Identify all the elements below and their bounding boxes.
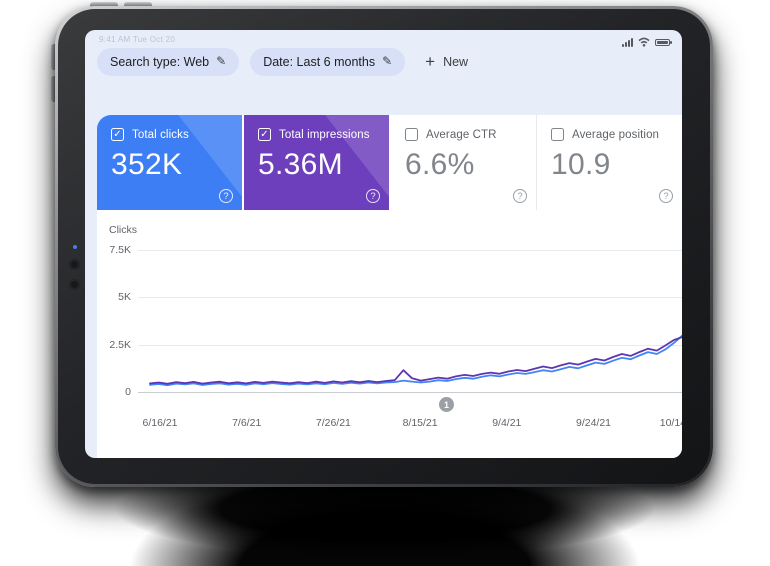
- performance-panel: ✓ Total clicks 352K ? ✓ Total impression…: [97, 115, 682, 458]
- x-tick-label: 8/15/21: [402, 417, 438, 429]
- status-icons: [622, 37, 672, 47]
- metric-value: 10.9: [551, 148, 611, 181]
- gridline-0: [138, 392, 682, 393]
- tablet-screen: 9:41 AM Tue Oct 20 Search type: W: [85, 30, 682, 458]
- gridline-5K: [138, 297, 682, 298]
- help-icon[interactable]: ?: [659, 189, 673, 203]
- metric-label: Average position: [572, 128, 660, 141]
- checkbox-total-impressions[interactable]: ✓: [258, 128, 271, 141]
- x-tick-label: 9/24/21: [575, 417, 612, 429]
- x-tick-label: 7/6/21: [232, 417, 262, 429]
- metric-value: 352K: [111, 148, 183, 181]
- wifi-icon: [638, 37, 650, 47]
- date-filter-chip[interactable]: Date: Last 6 months ✎: [250, 48, 406, 76]
- new-filter-button[interactable]: + New: [425, 51, 469, 71]
- help-icon[interactable]: ?: [366, 189, 380, 203]
- metric-card-average-ctr[interactable]: Average CTR 6.6% ?: [391, 115, 536, 210]
- help-icon[interactable]: ?: [513, 189, 527, 203]
- camera-indicator-dot: [73, 245, 77, 249]
- metric-card-average-position[interactable]: Average position 10.9 ?: [536, 115, 682, 210]
- search-type-chip[interactable]: Search type: Web ✎: [97, 48, 240, 76]
- metric-card-total-impressions[interactable]: ✓ Total impressions 5.36M ?: [244, 115, 389, 210]
- chart-axis-title: Clicks: [109, 224, 137, 236]
- chart-annotation-badge[interactable]: 1: [439, 397, 454, 412]
- status-time: 9:41 AM Tue Oct 20: [99, 35, 176, 44]
- chart-line-total-impressions-scaled-: [149, 336, 682, 385]
- x-tick-label: 10/14/21: [659, 417, 682, 429]
- y-tick-label: 7.5K: [109, 243, 131, 256]
- checkbox-average-position[interactable]: [551, 128, 564, 141]
- checkbox-total-clicks[interactable]: ✓: [111, 128, 124, 141]
- metric-card-total-clicks[interactable]: ✓ Total clicks 352K ?: [97, 115, 242, 210]
- x-tick-label: 7/26/21: [315, 417, 351, 429]
- battery-icon: [655, 38, 672, 46]
- metric-label: Total clicks: [132, 128, 189, 141]
- metric-cards-row: ✓ Total clicks 352K ? ✓ Total impression…: [97, 115, 682, 210]
- new-filter-label: New: [443, 55, 469, 69]
- metric-value: 6.6%: [405, 148, 475, 181]
- tablet-bezel: 9:41 AM Tue Oct 20 Search type: W: [58, 9, 710, 484]
- chart-line-total-clicks: [149, 334, 682, 387]
- front-camera-icon: [69, 259, 80, 270]
- checkbox-average-ctr[interactable]: [405, 128, 418, 141]
- metric-label: Average CTR: [426, 128, 497, 141]
- pencil-icon: ✎: [382, 54, 393, 68]
- x-tick-label: 9/4/21: [492, 417, 522, 429]
- y-tick-label: 0: [125, 386, 131, 398]
- signal-icon: [622, 37, 633, 47]
- tablet-frame: 9:41 AM Tue Oct 20 Search type: W: [55, 6, 713, 487]
- gridline-7.5K: [138, 249, 682, 251]
- chart-plot: [149, 334, 682, 387]
- metric-label: Total impressions: [279, 128, 370, 141]
- plus-icon: +: [425, 51, 436, 71]
- y-tick-label: 2.5K: [109, 338, 131, 351]
- search-type-chip-label: Search type: Web: [110, 55, 210, 69]
- metric-value: 5.36M: [258, 148, 343, 181]
- gridline-2.5K: [138, 344, 682, 346]
- front-camera-icon-2: [69, 279, 80, 290]
- help-icon[interactable]: ?: [219, 189, 233, 203]
- pencil-icon: ✎: [216, 54, 227, 68]
- date-filter-chip-label: Date: Last 6 months: [263, 55, 376, 69]
- filter-bar: Search type: Web ✎ Date: Last 6 months ✎…: [97, 48, 468, 76]
- x-tick-label: 6/16/21: [142, 417, 178, 429]
- y-tick-label: 5K: [118, 291, 131, 303]
